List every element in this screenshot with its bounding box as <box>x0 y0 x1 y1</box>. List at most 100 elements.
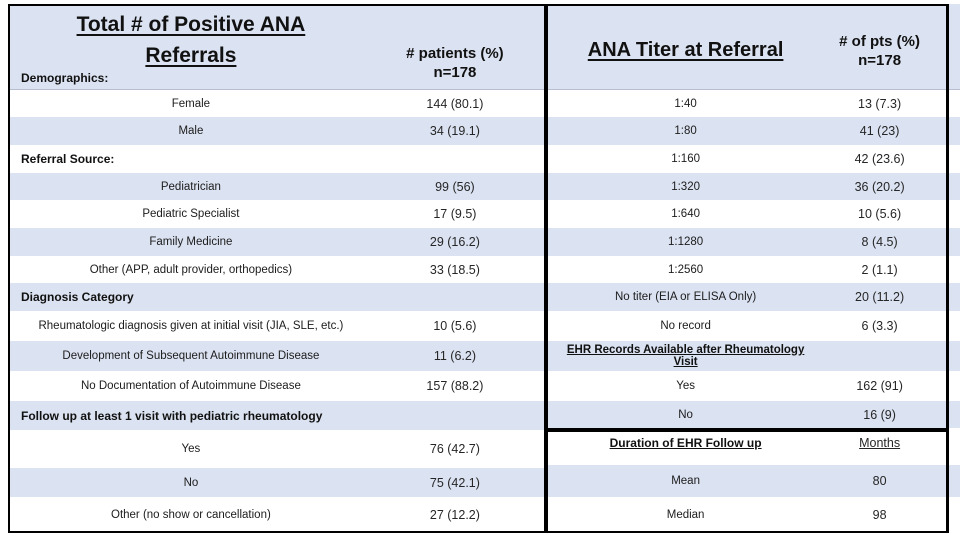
row-value: 42 (23.6) <box>854 152 905 166</box>
row-value: 99 (56) <box>435 179 475 194</box>
table-row: No record 6 (3.3) <box>548 311 960 341</box>
left-table-header: Total # of Positive ANA Referrals Demogr… <box>8 4 546 90</box>
left-table-title: Total # of Positive ANA Referrals <box>76 13 306 67</box>
row-label: Yes <box>676 380 695 392</box>
table-row: 1:40 13 (7.3) <box>548 90 960 117</box>
right-table-header-label-area: ANA Titer at Referral <box>548 4 823 89</box>
row-label: 1:160 <box>671 153 700 165</box>
row-label: 1:80 <box>674 125 697 137</box>
table-row: Yes 162 (91) <box>548 371 960 401</box>
row-label: Median <box>666 509 705 521</box>
row-value: 157 (88.2) <box>426 379 484 393</box>
row-label: Pediatric Specialist <box>142 208 240 220</box>
left-table-header-label-area: Total # of Positive ANA Referrals Demogr… <box>8 4 374 89</box>
table-row: No titer (EIA or ELISA Only) 20 (11.2) <box>548 283 960 311</box>
row-value: 76 (42.7) <box>429 442 480 456</box>
table-row: Yes 76 (42.7) <box>8 430 546 468</box>
right-table: ANA Titer at Referral # of pts (%) n=178… <box>548 4 960 533</box>
row-value: 13 (7.3) <box>858 96 902 111</box>
table-row: 1:160 42 (23.6) <box>548 145 960 173</box>
table-row: No 16 (9) <box>548 401 960 428</box>
left-table-count-header: # patients (%) n=178 <box>406 45 504 81</box>
row-value: 29 (16.2) <box>429 235 480 249</box>
row-value: 144 (80.1) <box>426 96 484 111</box>
table-row: 1:320 36 (20.2) <box>548 173 960 200</box>
row-label: No titer (EIA or ELISA Only) <box>614 291 757 303</box>
demographics-section-label: Demographics: <box>21 71 109 85</box>
table-divider <box>544 4 548 533</box>
row-label: EHR Records Available after Rheumatology… <box>566 344 805 368</box>
table-row: 1:1280 8 (4.5) <box>548 228 960 256</box>
row-value: 2 (1.1) <box>861 262 898 277</box>
duration-section-divider <box>548 428 948 432</box>
right-table-border <box>946 4 949 533</box>
row-value: 27 (12.2) <box>429 508 480 522</box>
row-value: 20 (11.2) <box>855 290 905 304</box>
right-table-header: ANA Titer at Referral # of pts (%) n=178 <box>548 4 960 90</box>
row-value: 34 (19.1) <box>429 124 480 138</box>
right-table-count-header: # of pts (%) n=178 <box>839 33 921 69</box>
row-value: 80 <box>872 474 887 488</box>
outer-border-left <box>8 4 10 533</box>
table-row: 1:2560 2 (1.1) <box>548 256 960 283</box>
table-row: Female 144 (80.1) <box>8 90 546 117</box>
row-value: 41 (23) <box>859 124 900 138</box>
row-label: Female <box>171 97 211 110</box>
row-value: 10 (5.6) <box>858 207 902 221</box>
table-row: Mean 80 <box>548 465 960 497</box>
row-label: Mean <box>671 475 700 487</box>
row-label: 1:40 <box>674 97 697 110</box>
table-row: Median 98 <box>548 497 960 533</box>
table-row: Development of Subsequent Autoimmune Dis… <box>8 341 546 371</box>
row-value: 36 (20.2) <box>854 179 905 194</box>
row-label: 1:320 <box>671 180 700 193</box>
row-label: Family Medicine <box>149 236 233 248</box>
row-value: 17 (9.5) <box>433 207 477 221</box>
row-value: 8 (4.5) <box>861 235 898 249</box>
table-row: Male 34 (19.1) <box>8 117 546 145</box>
row-label: Other (APP, adult provider, orthopedics) <box>89 263 293 276</box>
row-label: No <box>678 408 693 421</box>
row-label: Diagnosis Category <box>21 290 134 304</box>
duration-header-row: Duration of EHR Follow up Months <box>548 432 960 465</box>
table-row: Pediatric Specialist 17 (9.5) <box>8 200 546 228</box>
left-table: Total # of Positive ANA Referrals Demogr… <box>8 4 546 533</box>
table-row: Rheumatologic diagnosis given at initial… <box>8 311 546 341</box>
table-row: Other (APP, adult provider, orthopedics)… <box>8 256 546 283</box>
right-table-rows-upper: 1:40 13 (7.3) 1:80 41 (23) 1:160 42 (23.6) 1:3… <box>548 90 960 428</box>
outer-border-bottom <box>8 531 949 533</box>
table-row: Follow up at least 1 visit with pediatri… <box>8 401 546 430</box>
duration-unit-label: Months <box>859 436 901 450</box>
row-label: Male <box>178 125 204 137</box>
row-value: 6 (3.3) <box>861 319 898 333</box>
table-row: 1:640 10 (5.6) <box>548 200 960 228</box>
duration-header-label: Duration of EHR Follow up <box>609 436 762 450</box>
row-label: No Documentation of Autoimmune Disease <box>80 380 301 392</box>
row-label: Other (no show or cancellation) <box>111 509 271 521</box>
table-row: No Documentation of Autoimmune Disease 15… <box>8 371 546 401</box>
row-label: Yes <box>181 443 201 455</box>
row-label: No <box>183 476 199 489</box>
left-table-rows: Female 144 (80.1) Male 34 (19.1) Referral So… <box>8 90 546 533</box>
row-label: Rheumatologic diagnosis given at initial… <box>38 320 344 332</box>
table-row: Family Medicine 29 (16.2) <box>8 228 546 256</box>
row-value: 162 (91) <box>856 379 903 393</box>
row-value: 98 <box>872 508 887 522</box>
right-table-title: ANA Titer at Referral <box>587 39 784 61</box>
table-row: Pediatrician 99 (56) <box>8 173 546 200</box>
table-row: Diagnosis Category <box>8 283 546 311</box>
row-label: No record <box>660 320 711 332</box>
table-row: EHR Records Available after Rheumatology… <box>548 341 960 371</box>
row-value: 10 (5.6) <box>433 319 477 333</box>
row-label: 1:2560 <box>668 263 704 276</box>
row-value: 11 (6.2) <box>433 349 476 363</box>
outer-border-top <box>8 4 949 6</box>
table-row: Referral Source: <box>8 145 546 173</box>
row-value: 33 (18.5) <box>429 262 480 277</box>
table-row: 1:80 41 (23) <box>548 117 960 145</box>
table-row: No 75 (42.1) <box>8 468 546 497</box>
row-label: Pediatrician <box>160 180 221 193</box>
row-label: 1:1280 <box>668 236 704 248</box>
row-label: Follow up at least 1 visit with pediatri… <box>21 408 323 423</box>
